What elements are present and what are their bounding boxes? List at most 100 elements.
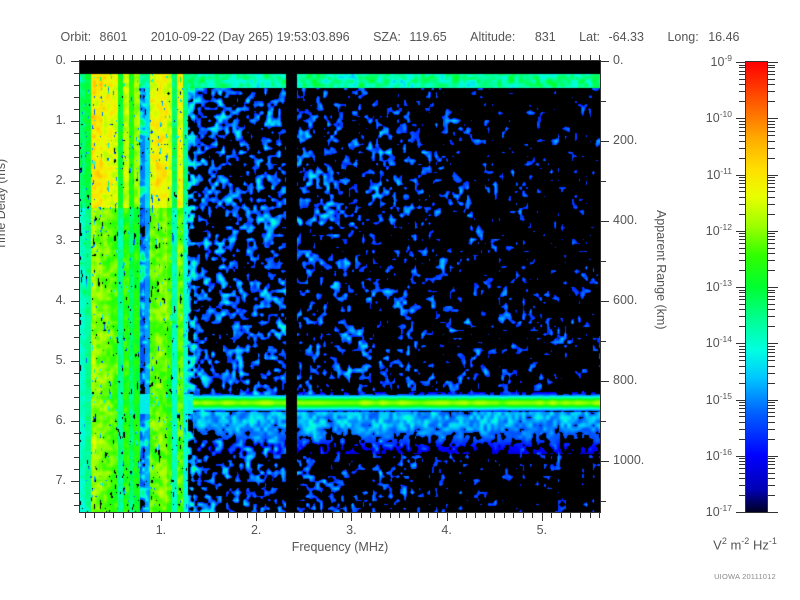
colorbar-tick-major-left: [736, 118, 746, 119]
colorbar-tick-minor-right: [767, 191, 775, 192]
x-tick-minor: [370, 513, 371, 518]
colorbar-tick-minor-right: [767, 495, 775, 496]
x-tick-minor: [390, 513, 391, 518]
colorbar-tick-minor-right: [767, 412, 775, 413]
y-tick-label: 0.: [55, 53, 66, 67]
colorbar-tick-minor-left: [739, 187, 746, 188]
colorbar-tick-major-left: [736, 400, 746, 401]
spectrogram-image: [80, 61, 600, 512]
x-tick-top: [580, 55, 581, 60]
colorbar-tick-label: 10-13: [705, 278, 732, 295]
x-axis-line: [79, 512, 601, 513]
colorbar-tick-minor-left: [739, 74, 746, 75]
x-tick-top: [285, 55, 286, 60]
x-tick-minor: [466, 513, 467, 518]
colorbar-tick-minor-left: [739, 296, 746, 297]
colorbar-tick-major-right: [767, 343, 778, 344]
x-tick-minor: [294, 513, 295, 518]
colorbar-tick-minor-left: [739, 373, 746, 374]
x-tick-minor: [104, 513, 105, 518]
long-label: Long:: [667, 30, 699, 44]
colorbar-tick-minor-left: [739, 260, 746, 261]
y-tick-minor: [74, 385, 79, 386]
colorbar-tick-minor-left: [739, 402, 746, 403]
colorbar-tick-minor-left: [739, 197, 746, 198]
colorbar-tick-minor-right: [767, 405, 775, 406]
y2-tick-minor: [601, 261, 606, 262]
x-tick-minor: [513, 513, 514, 518]
x-tick-top: [437, 55, 438, 60]
colorbar-tick-minor-right: [767, 65, 775, 66]
x-tick-top: [332, 55, 333, 60]
colorbar-tick-minor-right: [767, 408, 775, 409]
colorbar-tick-minor-left: [739, 236, 746, 237]
y-tick-minor: [74, 85, 79, 86]
x-tick-top: [532, 55, 533, 60]
colorbar-tick-minor-right: [767, 148, 775, 149]
y2-tick-label: 1000.: [613, 452, 645, 467]
colorbar-tick-minor-left: [739, 65, 746, 66]
x-tick-minor: [275, 513, 276, 518]
x-tick-top: [342, 55, 343, 60]
altitude-label: Altitude:: [470, 30, 516, 44]
y2-tick-major: [601, 381, 609, 382]
x-tick-top: [599, 55, 600, 60]
colorbar-tick-label: 10-10: [705, 109, 732, 126]
y2-tick-major: [601, 61, 609, 62]
unit-volts: V: [713, 537, 722, 553]
x-tick-minor: [399, 513, 400, 518]
x-tick-minor: [180, 513, 181, 518]
colorbar-tick-minor-left: [739, 91, 746, 92]
x-tick-top: [418, 55, 419, 60]
colorbar-tick-minor-right: [767, 402, 775, 403]
x-tick-top: [361, 55, 362, 60]
x-tick-minor: [456, 513, 457, 518]
colorbar-tick-minor-right: [767, 79, 775, 80]
colorbar-tick-minor-right: [767, 74, 775, 75]
colorbar-tick-minor-right: [767, 131, 775, 132]
ionogram-plot: [80, 61, 600, 512]
colorbar-tick-minor-left: [739, 158, 746, 159]
colorbar-tick-minor-right: [767, 439, 775, 440]
x-tick-top: [218, 55, 219, 60]
colorbar-tick-minor-right: [767, 478, 775, 479]
colorbar-tick-minor-left: [739, 461, 746, 462]
colorbar-tick-minor-left: [739, 485, 746, 486]
x-tick-top: [123, 55, 124, 60]
y2-axis-line: [600, 61, 601, 513]
x-tick-top: [447, 55, 448, 60]
x-tick-top: [323, 55, 324, 60]
colorbar-tick-minor-right: [767, 468, 775, 469]
x-tick-minor: [409, 513, 410, 518]
colorbar-tick-minor-right: [767, 461, 775, 462]
x-tick-top: [561, 55, 562, 60]
colorbar-tick-minor-right: [767, 458, 775, 459]
x-tick-label: 4.: [441, 523, 452, 537]
x-tick-minor: [151, 513, 152, 518]
x-tick-top: [390, 55, 391, 60]
colorbar-tick-minor-right: [767, 248, 775, 249]
colorbar-tick-label: 10-11: [706, 166, 732, 183]
y-tick-label: 3.: [55, 232, 66, 247]
colorbar-tick-major-left: [736, 512, 746, 513]
y-tick-minor: [74, 277, 79, 278]
unit-hertz-exponent: -1: [768, 536, 777, 546]
y2-tick-minor: [601, 101, 606, 102]
colorbar-tick-minor-left: [739, 352, 746, 353]
colorbar-tick-minor-right: [767, 127, 775, 128]
x-tick-top: [485, 55, 486, 60]
x-tick-top: [456, 55, 457, 60]
colorbar-tick-minor-left: [739, 383, 746, 384]
x-tick-minor: [580, 513, 581, 518]
colorbar-tick-minor-left: [739, 356, 746, 357]
colorbar-tick-minor-left: [739, 429, 746, 430]
colorbar-tick-minor-left: [739, 464, 746, 465]
x-tick-minor: [551, 513, 552, 518]
x-tick-top: [523, 55, 524, 60]
colorbar-tick-minor-right: [767, 177, 775, 178]
x-tick-minor: [570, 513, 571, 518]
colorbar-tick-minor-left: [739, 304, 746, 305]
colorbar-tick-minor-right: [767, 141, 775, 142]
y-tick-minor: [74, 469, 79, 470]
y2-tick-major: [601, 141, 609, 142]
